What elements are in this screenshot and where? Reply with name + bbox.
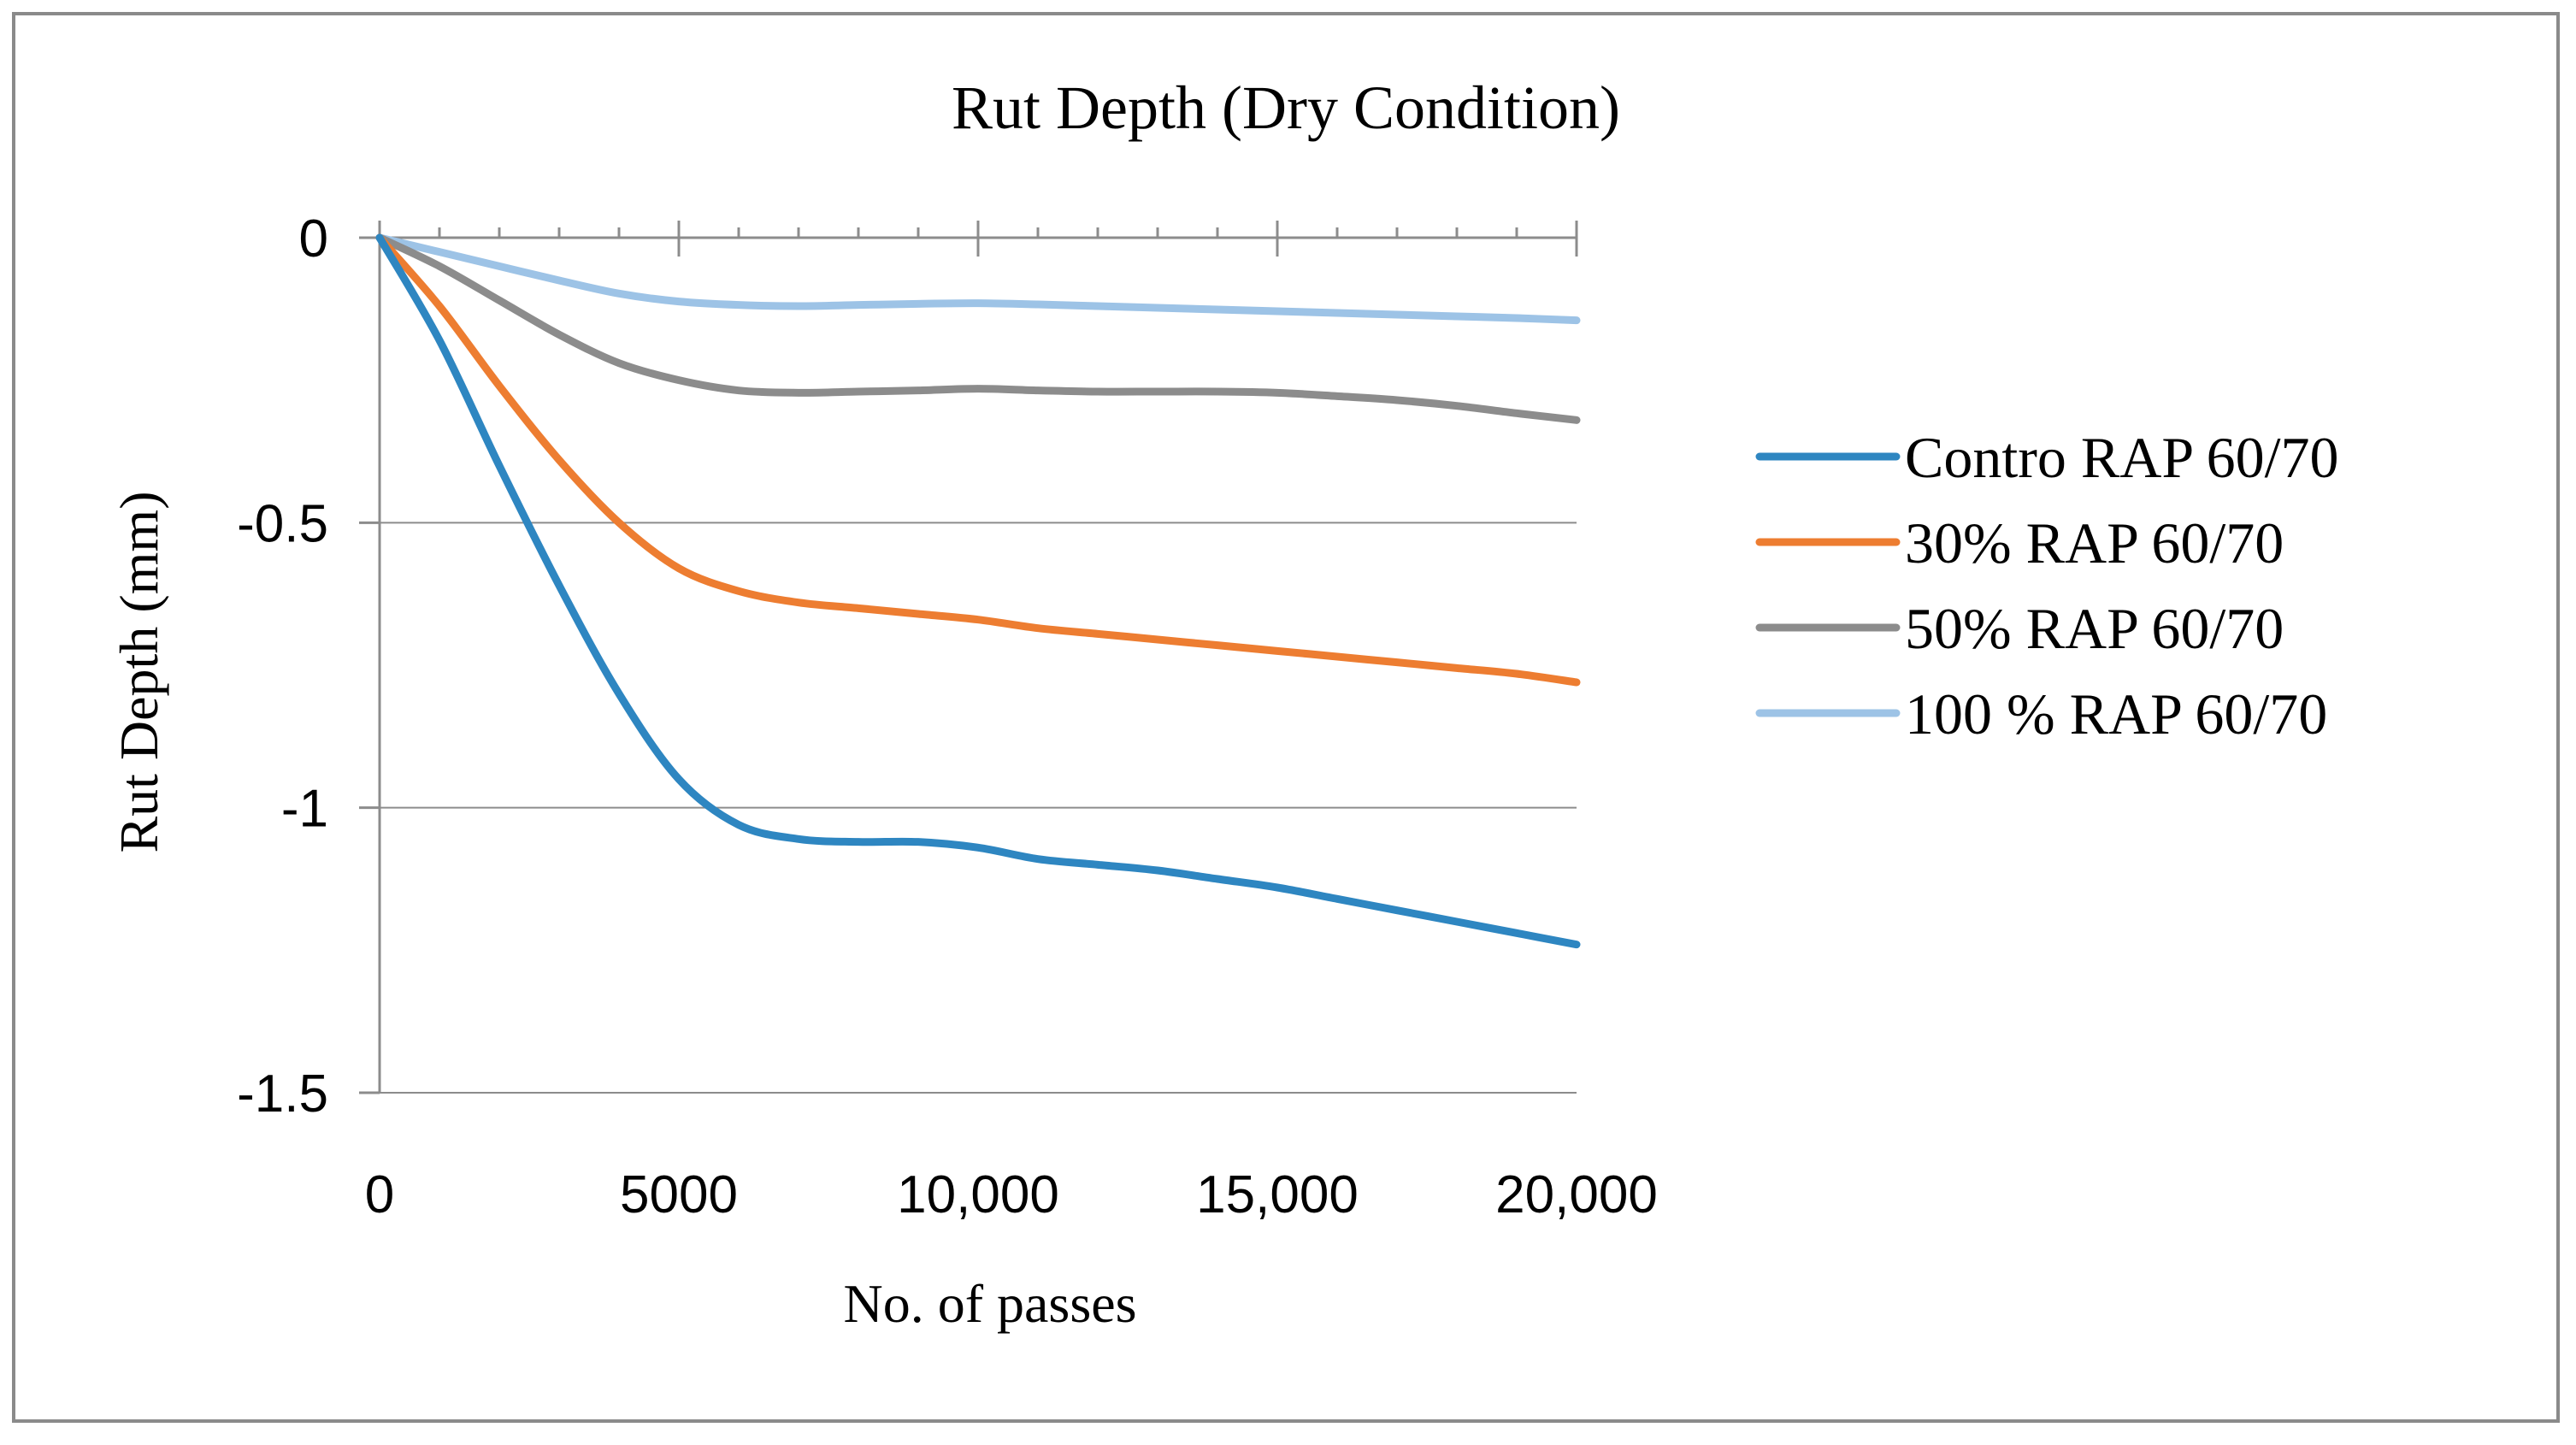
axes-layer bbox=[359, 221, 1578, 1094]
chart-title: Rut Depth (Dry Condition) bbox=[952, 74, 1620, 142]
legend-label: 100 % RAP 60/70 bbox=[1905, 681, 2327, 746]
x-axis-label: No. of passes bbox=[843, 1273, 1136, 1334]
series-layer bbox=[375, 233, 1581, 949]
chart-frame: Rut Depth (Dry Condition) Rut Depth (mm)… bbox=[12, 12, 2560, 1423]
grid-layer bbox=[380, 522, 1577, 1094]
y-axis-label: Rut Depth (mm) bbox=[109, 491, 169, 852]
y-tick-label: -1 bbox=[281, 780, 328, 839]
legend-label: Contro RAP 60/70 bbox=[1905, 425, 2339, 490]
y-tick-label: -1.5 bbox=[237, 1065, 328, 1124]
x-tick-label: 15,000 bbox=[1196, 1165, 1359, 1224]
series-line-4 bbox=[375, 233, 1581, 325]
series-line-2 bbox=[375, 233, 1581, 687]
legend: Contro RAP 60/70 30% RAP 60/70 50% RAP 60/… bbox=[1755, 425, 2339, 746]
x-tick-label: 0 bbox=[365, 1165, 394, 1224]
legend-label: 50% RAP 60/70 bbox=[1905, 596, 2284, 661]
y-tick-label: 0 bbox=[299, 209, 328, 268]
series-line-3 bbox=[375, 233, 1581, 424]
tick-labels: 0 -0.5 -1 -1.5 0 5000 10,000 15,000 20,000 bbox=[237, 209, 1658, 1224]
legend-label: 30% RAP 60/70 bbox=[1905, 510, 2284, 575]
x-tick-label: 20,000 bbox=[1495, 1165, 1658, 1224]
series-line-1 bbox=[375, 233, 1581, 949]
x-tick-label: 5000 bbox=[620, 1165, 738, 1224]
y-tick-label: -0.5 bbox=[237, 494, 328, 553]
x-tick-label: 10,000 bbox=[897, 1165, 1059, 1224]
chart-canvas: Rut Depth (Dry Condition) Rut Depth (mm)… bbox=[109, 74, 2339, 1334]
